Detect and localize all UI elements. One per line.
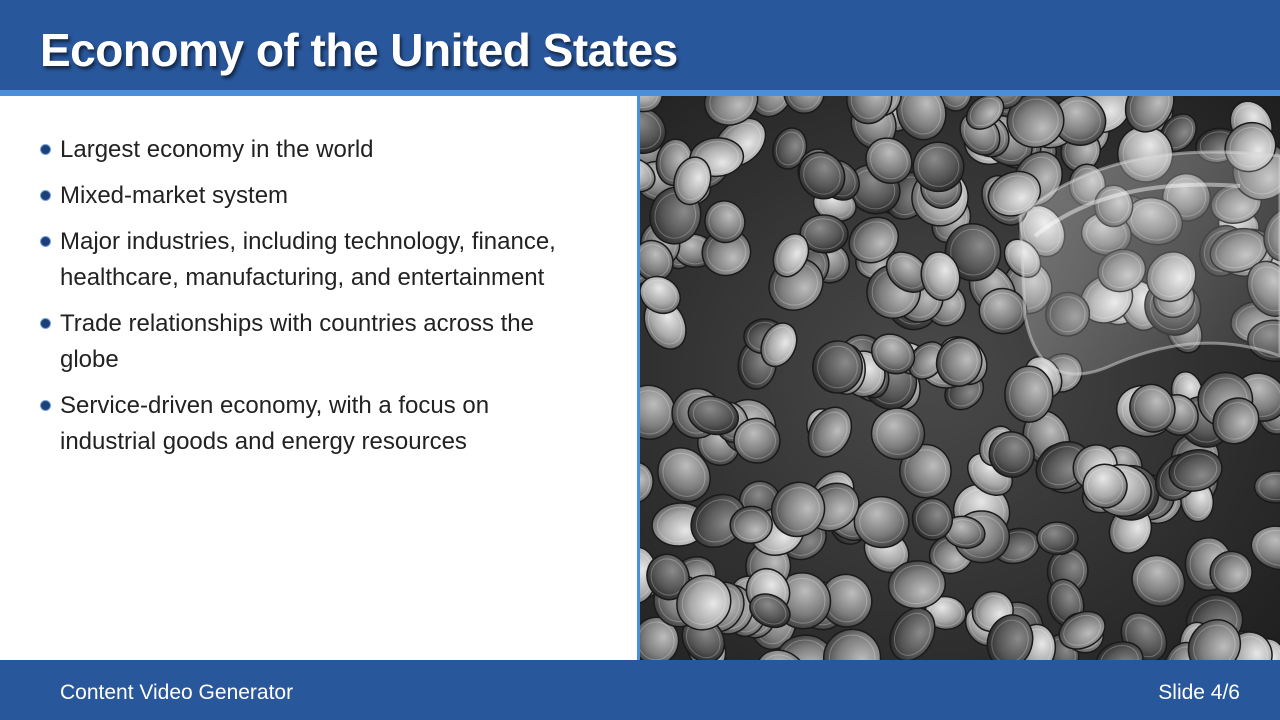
- coin: [798, 151, 846, 200]
- header-accent-stripe: [0, 90, 1280, 96]
- coin: [646, 553, 690, 601]
- coin: [729, 505, 773, 544]
- bullet-dot-icon: [40, 236, 51, 247]
- coin: [733, 417, 781, 464]
- coin: [865, 137, 913, 185]
- coin: [870, 407, 926, 461]
- coin: [812, 340, 863, 394]
- coin: [1212, 397, 1260, 445]
- coin: [1124, 96, 1175, 133]
- coin: [770, 481, 826, 538]
- coin: [935, 337, 983, 387]
- bullet-item: Trade relationships with countries acros…: [40, 306, 560, 378]
- coin: [853, 495, 910, 549]
- coin: [749, 593, 791, 629]
- coin: [772, 233, 810, 278]
- bullet-dot-icon: [40, 318, 51, 329]
- coin: [1131, 554, 1186, 607]
- panel-divider: [637, 96, 640, 660]
- bullet-dot-icon: [40, 190, 51, 201]
- coin: [1082, 463, 1128, 509]
- coin: [1036, 521, 1079, 556]
- coin: [912, 141, 965, 193]
- coin: [1253, 470, 1280, 504]
- slide-title: Economy of the United States: [40, 24, 678, 76]
- bullet-dot-icon: [40, 144, 51, 155]
- coin: [1058, 610, 1106, 650]
- coin: [640, 384, 677, 441]
- coins-illustration: [640, 96, 1280, 660]
- coin: [640, 275, 681, 315]
- coin: [703, 96, 759, 126]
- coin: [1004, 365, 1054, 423]
- slide-footer: Content Video Generator Slide 4/6: [0, 660, 1280, 720]
- coin: [1250, 525, 1280, 571]
- bullet-list: Largest economy in the world Mixed-marke…: [40, 132, 560, 470]
- footer-app-name: Content Video Generator: [60, 681, 294, 704]
- coin: [687, 395, 739, 436]
- bullet-text: Largest economy in the world: [60, 136, 374, 163]
- content-panel: Largest economy in the world Mixed-marke…: [0, 96, 638, 660]
- coin: [986, 614, 1034, 660]
- bullet-dot-icon: [40, 400, 51, 411]
- coin: [1129, 383, 1176, 433]
- glass-jar: [1018, 150, 1280, 376]
- coin: [822, 628, 882, 660]
- coin: [848, 216, 899, 264]
- coin: [755, 649, 808, 660]
- coin: [807, 406, 853, 458]
- slide-header: Economy of the United States: [0, 0, 1280, 90]
- coin: [640, 96, 664, 113]
- coin: [1006, 96, 1065, 149]
- bullet-text: Mixed-market system: [60, 182, 289, 209]
- coin: [1168, 448, 1223, 492]
- bullet-item: Service-driven economy, with a focus on …: [40, 388, 560, 460]
- bullet-text: Major industries, including technology, …: [60, 228, 556, 291]
- coin: [1095, 641, 1144, 660]
- coin: [887, 560, 947, 610]
- coin: [1187, 619, 1242, 660]
- bullet-item: Largest economy in the world: [40, 132, 560, 168]
- coin: [690, 493, 747, 548]
- coin: [772, 127, 808, 170]
- coin: [846, 96, 893, 125]
- coin: [657, 447, 711, 503]
- coin: [760, 322, 798, 368]
- coin: [783, 96, 825, 115]
- coin: [911, 497, 954, 541]
- coin: [988, 431, 1035, 478]
- coin: [965, 96, 1005, 130]
- bullet-item: Mixed-market system: [40, 178, 560, 214]
- bullet-item: Major industries, including technology, …: [40, 224, 560, 296]
- jar-highlight: [1033, 182, 1241, 238]
- bullet-text: Trade relationships with countries acros…: [60, 310, 534, 373]
- coin: [640, 461, 654, 504]
- coin: [799, 214, 849, 254]
- bullet-text: Service-driven economy, with a focus on …: [60, 392, 490, 455]
- coin: [1209, 550, 1253, 594]
- coin: [920, 251, 961, 301]
- coin: [889, 607, 936, 660]
- coin: [704, 200, 746, 244]
- coin: [896, 96, 947, 141]
- coin-layer: [640, 96, 1280, 660]
- coin: [640, 157, 656, 193]
- coin: [673, 156, 712, 206]
- coin: [676, 574, 732, 631]
- coin: [944, 222, 1002, 282]
- coins-photo: [640, 96, 1280, 660]
- coin: [934, 96, 973, 112]
- slide-counter: Slide 4/6: [1158, 681, 1240, 704]
- coin: [871, 333, 916, 375]
- coin: [899, 443, 952, 499]
- coin: [640, 616, 680, 660]
